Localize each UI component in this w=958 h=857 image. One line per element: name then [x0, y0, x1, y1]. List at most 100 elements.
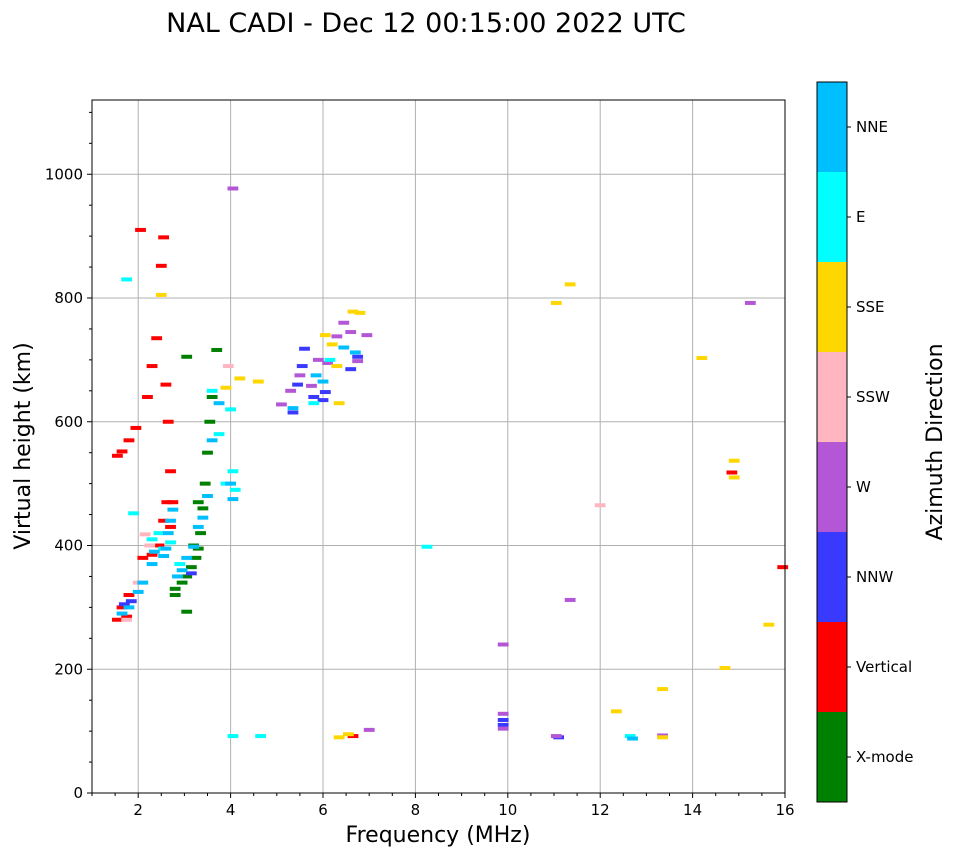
data-point-e: [324, 357, 336, 362]
data-point-e: [146, 537, 158, 542]
data-point-sse: [354, 310, 366, 315]
data-point-nne: [188, 544, 200, 549]
data-point-w: [285, 388, 297, 393]
data-point-sse: [333, 735, 345, 740]
data-point-sse: [252, 379, 264, 384]
data-point-vertical: [158, 235, 170, 240]
data-point-nne: [162, 531, 174, 536]
data-point-vertical: [162, 419, 174, 424]
colorbar-label: X-mode: [856, 748, 913, 766]
data-point-vertical: [726, 470, 738, 475]
data-point-x-mode: [195, 531, 206, 536]
data-point-nne: [181, 555, 193, 560]
data-point-ssw: [594, 503, 606, 508]
data-point-vertical: [146, 552, 158, 557]
data-point-nne: [148, 549, 160, 554]
data-point-sse: [220, 385, 232, 390]
x-tick-label: 16: [775, 801, 794, 819]
x-axis-ticks: 2 4 6 8 10 12 14 16: [91, 793, 795, 819]
colorbar-title: Azimuth Direction: [923, 343, 948, 540]
x-tick-label: 12: [591, 801, 610, 819]
colorbar-segment-ssw: [817, 352, 847, 442]
data-point-nne: [627, 736, 638, 741]
x-tick-label: 2: [133, 801, 143, 819]
data-point-e: [421, 544, 433, 549]
colorbar-frame: [816, 81, 848, 803]
data-point-x-mode: [181, 354, 193, 359]
data-point-sse: [333, 401, 345, 406]
data-point-e: [213, 432, 225, 437]
data-point-nnw: [125, 599, 137, 604]
data-point-vertical: [123, 593, 135, 597]
data-point-e: [153, 531, 165, 536]
data-point-sse: [719, 666, 731, 671]
data-point-nne: [206, 438, 218, 443]
data-point-x-mode: [197, 506, 209, 511]
colorbar-label: W: [856, 478, 871, 496]
data-point-w: [550, 734, 562, 739]
data-point-ssw: [222, 364, 234, 369]
data-point-vertical: [146, 364, 158, 369]
data-point-w: [338, 320, 350, 325]
data-points: [112, 186, 789, 741]
data-point-nne: [146, 562, 158, 567]
colorbar-segment-e: [817, 172, 847, 262]
data-point-nnw: [317, 398, 329, 403]
data-point-w: [564, 597, 576, 602]
colorbar-segment-x-mode: [817, 712, 847, 802]
y-axis-ticks: 0 200 400 600 800 1000: [45, 111, 92, 802]
data-point-nne: [349, 350, 361, 355]
data-point-vertical: [165, 524, 176, 529]
data-point-sse: [657, 687, 668, 692]
data-point-x-mode: [176, 580, 188, 585]
data-point-x-mode: [169, 593, 181, 597]
data-point-nnw: [345, 367, 357, 372]
data-point-nne: [202, 494, 213, 498]
data-point-sse: [657, 735, 668, 740]
data-point-w: [312, 357, 324, 362]
data-point-nnw: [319, 390, 331, 395]
data-point-w: [363, 727, 375, 732]
data-point-e: [121, 277, 133, 282]
colorbar-label: NNE: [856, 118, 888, 136]
data-point-w: [331, 334, 343, 339]
data-point-x-mode: [181, 574, 193, 579]
data-point-e: [165, 540, 176, 545]
data-point-w: [497, 726, 509, 731]
colorbar-label: SSW: [856, 388, 890, 406]
data-point-nne: [197, 515, 209, 520]
data-point-e: [255, 734, 267, 739]
data-point-vertical: [130, 425, 142, 430]
data-point-w: [227, 186, 239, 191]
plot-background: [92, 100, 785, 793]
data-point-ssw: [144, 543, 156, 548]
data-point-ssw: [121, 617, 133, 622]
data-point-x-mode: [199, 481, 211, 486]
colorbar-label: NNW: [856, 568, 893, 586]
x-axis-label: Frequency (MHz): [346, 823, 531, 848]
data-point-sse: [155, 292, 167, 297]
data-point-sse: [728, 475, 740, 480]
data-point-nne: [317, 379, 329, 384]
x-tick-label: 10: [498, 801, 517, 819]
data-point-x-mode: [192, 500, 204, 505]
data-point-vertical: [112, 617, 123, 622]
data-point-sse: [564, 282, 576, 287]
data-point-e: [206, 388, 218, 393]
data-point-nne: [116, 611, 128, 616]
data-point-sse: [763, 622, 775, 627]
data-point-nnw: [292, 382, 303, 387]
data-point-w: [322, 360, 334, 365]
data-point-x-mode: [169, 586, 181, 591]
data-point-nne: [287, 406, 299, 411]
data-point-w: [744, 300, 756, 305]
data-point-nnw: [308, 395, 320, 399]
y-tick-label: 1000: [45, 165, 83, 183]
plot-area: 2 4 6 8 10 12 14 16 0 200 400 600 800 1000: [45, 99, 795, 819]
x-tick-label: 8: [411, 801, 421, 819]
data-point-x-mode: [185, 565, 197, 570]
colorbar-segments: X-mode Vertical NNW W SSW SSE E NNE: [817, 82, 913, 802]
colorbar: X-mode Vertical NNW W SSW SSE E NNE Azimuth Dir…: [816, 81, 948, 803]
data-point-nnw: [497, 717, 509, 722]
data-point-sse: [696, 356, 708, 361]
